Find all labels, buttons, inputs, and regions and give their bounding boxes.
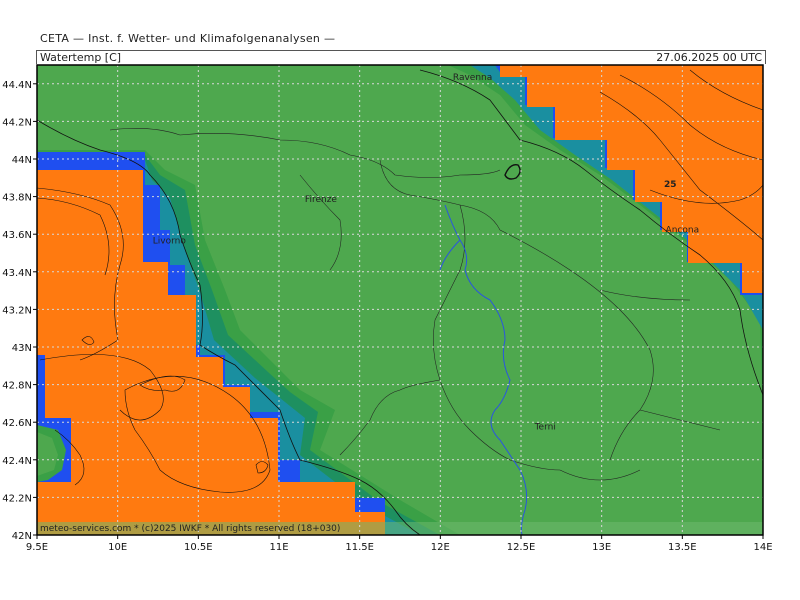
- latitude-tick-label: 43N: [12, 343, 32, 354]
- latitude-tick-label: 43.6N: [2, 230, 32, 241]
- latitude-tick-label: 42.6N: [2, 418, 32, 429]
- city-label: Ancona: [666, 225, 700, 235]
- longitude-axis: 9.5E 10E 10.5E 11E 11.5E 12E 12.5E 13E 13.5E 14E: [26, 535, 773, 553]
- region-borders: [109, 128, 721, 481]
- latitude-axis: 44.4N 44.2N 44N 43.8N 43.6N 43.4N 43.2N 43N 42.8…: [2, 80, 37, 542]
- isotherm-value-label: 25: [664, 180, 677, 190]
- longitude-tick-label: 13E: [592, 542, 611, 553]
- longitude-tick-label: 13.5E: [668, 542, 697, 553]
- latitude-tick-label: 44.4N: [2, 80, 32, 91]
- map-source-title: CETA — Inst. f. Wetter- und Klimafolgena…: [40, 32, 336, 45]
- valid-time-label: 27.06.2025 00 UTC: [656, 51, 762, 64]
- rivers: [439, 204, 528, 535]
- map-plot-area: Ravenna Firenze Livorno Ancona Terni 25 mete…: [37, 65, 763, 535]
- latitude-tick-label: 42.8N: [2, 381, 32, 392]
- longitude-tick-label: 12.5E: [507, 542, 536, 553]
- latitude-tick-label: 42N: [12, 531, 32, 542]
- lat-lon-grid: [37, 65, 763, 535]
- city-label: Ravenna: [453, 73, 492, 83]
- latitude-tick-label: 43.4N: [2, 268, 32, 279]
- city-label: Firenze: [305, 195, 337, 205]
- parameter-label: Watertemp [C]: [40, 51, 122, 64]
- latitude-tick-label: 43.8N: [2, 193, 32, 204]
- latitude-tick-label: 43.2N: [2, 305, 32, 316]
- corsica-coast-inner: [37, 432, 58, 476]
- longitude-tick-label: 10E: [108, 542, 127, 553]
- copyright-notice: meteo-services.com * (c)2025 IWKF * All …: [40, 524, 340, 534]
- longitude-tick-label: 11.5E: [345, 542, 374, 553]
- latitude-tick-label: 42.4N: [2, 456, 32, 467]
- tyrrhenian-warm-sea: [37, 170, 385, 535]
- latitude-tick-label: 44N: [12, 155, 32, 166]
- longitude-tick-label: 12E: [431, 542, 450, 553]
- map-label-bar: Watertemp [C] 27.06.2025 00 UTC: [36, 50, 766, 64]
- latitude-tick-label: 44.2N: [2, 117, 32, 128]
- longitude-tick-label: 10.5E: [184, 542, 213, 553]
- adriatic-warm-sea: [500, 65, 763, 293]
- sea-block-west: [37, 355, 45, 420]
- longitude-tick-label: 14E: [753, 542, 772, 553]
- map-frame: [36, 64, 764, 536]
- footer-strip: [37, 522, 763, 535]
- latitude-tick-label: 42.2N: [2, 493, 32, 504]
- city-labels: Ravenna Firenze Livorno Ancona Terni: [153, 73, 699, 433]
- coastlines: [37, 69, 763, 535]
- longitude-tick-label: 11E: [269, 542, 288, 553]
- city-label: Livorno: [153, 237, 187, 247]
- longitude-tick-label: 9.5E: [26, 542, 48, 553]
- isotherm-contours: [37, 69, 763, 493]
- city-label: Terni: [534, 423, 556, 433]
